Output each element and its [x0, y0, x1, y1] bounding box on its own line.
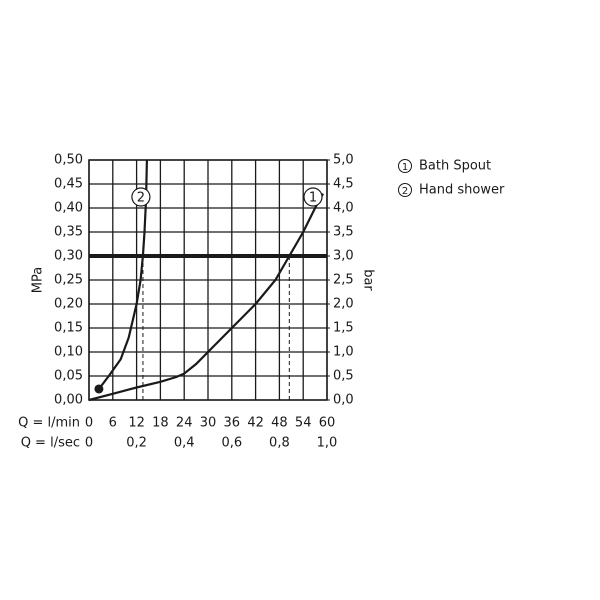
y-tick-label: 0,10 [54, 345, 83, 360]
y2-tick-label: 2,0 [333, 297, 354, 312]
x-tick-label: 42 [247, 416, 264, 431]
x2-tick-label: 0 [85, 436, 93, 451]
curve-badge-label: 2 [137, 191, 145, 206]
y-tick-label: 0,00 [54, 393, 83, 408]
y-tick-label: 0,25 [54, 273, 83, 288]
legend-badge-label: 2 [402, 186, 408, 197]
plot-frame [88, 159, 328, 401]
start-dot [94, 384, 104, 394]
y2-axis-label: bar [361, 269, 376, 291]
y2-tick-label: 1,0 [333, 345, 354, 360]
x2-tick-label: 0,8 [269, 436, 290, 451]
x-tick-label: 54 [295, 416, 312, 431]
x2-tick-label: 1,0 [317, 436, 338, 451]
x-tick-label: 60 [319, 416, 336, 431]
x-tick-label: 12 [128, 416, 145, 431]
legend-label: Hand shower [419, 183, 505, 198]
x-tick-label: 36 [224, 416, 241, 431]
y2-tick-label: 5,0 [333, 153, 354, 168]
y-tick-label: 0,50 [54, 153, 83, 168]
y-axis-label: MPa [31, 267, 46, 293]
x-axis-label: Q = l/min [18, 416, 80, 431]
legend-badge-label: 1 [402, 162, 408, 173]
curve-badge [303, 187, 323, 207]
legend-label: Bath Spout [419, 159, 491, 174]
x2-tick-label: 0,4 [174, 436, 195, 451]
y2-tick-label: 1,5 [333, 321, 354, 336]
legend-badge [398, 159, 412, 173]
y-tick-label: 0,05 [54, 369, 83, 384]
y-tick-label: 0,20 [54, 297, 83, 312]
x-tick-label: 0 [85, 416, 93, 431]
y-tick-label: 0,30 [54, 249, 83, 264]
x2-tick-label: 0,6 [221, 436, 242, 451]
legend-badge [398, 183, 412, 197]
y2-tick-label: 0,5 [333, 369, 354, 384]
y-tick-label: 0,35 [54, 225, 83, 240]
curve-badge-label: 1 [309, 191, 317, 206]
x-tick-label: 18 [152, 416, 169, 431]
y-tick-label: 0,15 [54, 321, 83, 336]
x-tick-label: 6 [109, 416, 117, 431]
x-tick-label: 30 [200, 416, 217, 431]
y2-tick-label: 4,5 [333, 177, 354, 192]
y2-tick-label: 3,0 [333, 249, 354, 264]
y2-tick-label: 3,5 [333, 225, 354, 240]
x2-tick-label: 0,2 [126, 436, 147, 451]
curve-badge [131, 187, 151, 207]
y-tick-label: 0,45 [54, 177, 83, 192]
y2-tick-label: 2,5 [333, 273, 354, 288]
x-tick-label: 24 [176, 416, 193, 431]
y-tick-label: 0,40 [54, 201, 83, 216]
y2-tick-label: 4,0 [333, 201, 354, 216]
flow-curve [88, 193, 324, 402]
x2-axis-label: Q = l/sec [21, 436, 80, 451]
flow-curve [98, 159, 148, 390]
x-tick-label: 48 [271, 416, 288, 431]
y2-tick-label: 0,0 [333, 393, 354, 408]
